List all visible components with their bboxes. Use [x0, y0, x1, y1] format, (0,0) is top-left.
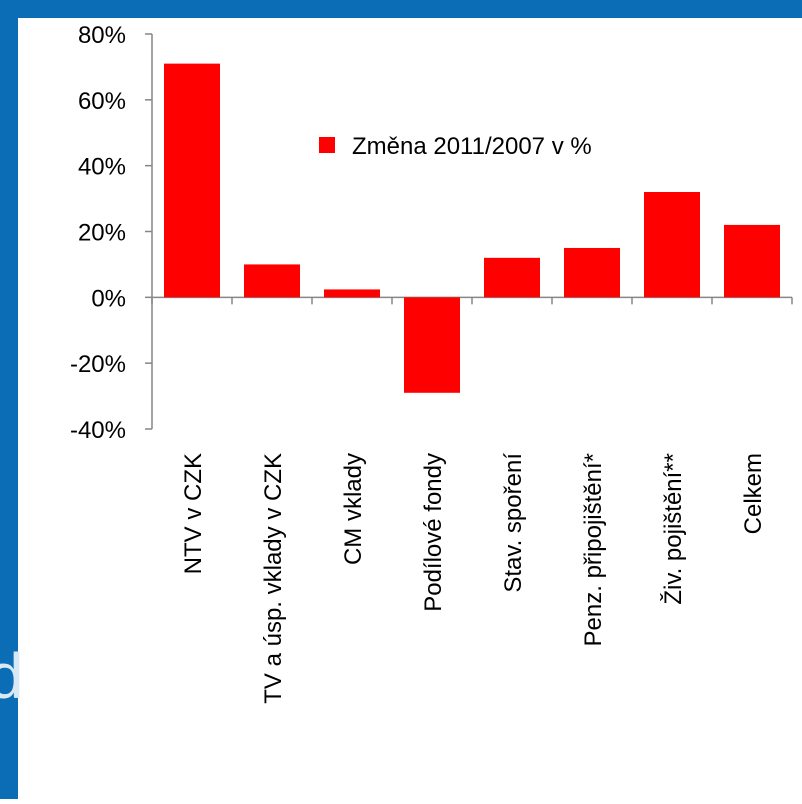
y-tick-label: 80%	[78, 22, 126, 49]
bar	[164, 63, 220, 298]
x-tick-label: CM vklady	[340, 453, 367, 565]
legend-label: Změna 2011/2007 v %	[352, 133, 592, 160]
x-tick-label: Podílové fondy	[420, 453, 447, 612]
bar	[484, 257, 540, 298]
x-tick-label: TV a úsp. vklady v CZK	[260, 453, 287, 704]
y-tick-label: 60%	[78, 88, 126, 115]
y-tick-label: -40%	[70, 417, 126, 444]
bar	[564, 247, 620, 298]
x-tick-label: NTV v CZK	[180, 453, 207, 574]
legend-swatch	[319, 137, 335, 153]
y-tick-label: 20%	[78, 220, 126, 247]
y-tick-label: -20%	[70, 351, 126, 378]
background-text: d	[0, 640, 24, 712]
x-tick-label: Celkem	[740, 453, 767, 534]
y-tick-label: 0%	[91, 285, 126, 312]
x-tick-label: Penz. připojištění*	[580, 453, 607, 646]
x-tick-label: Živ. pojištění**	[660, 453, 687, 605]
x-tick-label: Stav. spoření	[500, 453, 527, 593]
bar	[244, 264, 300, 298]
y-tick-label: 40%	[78, 154, 126, 181]
bar	[724, 224, 780, 298]
bar	[324, 289, 380, 298]
bar	[644, 192, 700, 298]
plot-background	[18, 18, 802, 799]
bar	[404, 297, 460, 393]
